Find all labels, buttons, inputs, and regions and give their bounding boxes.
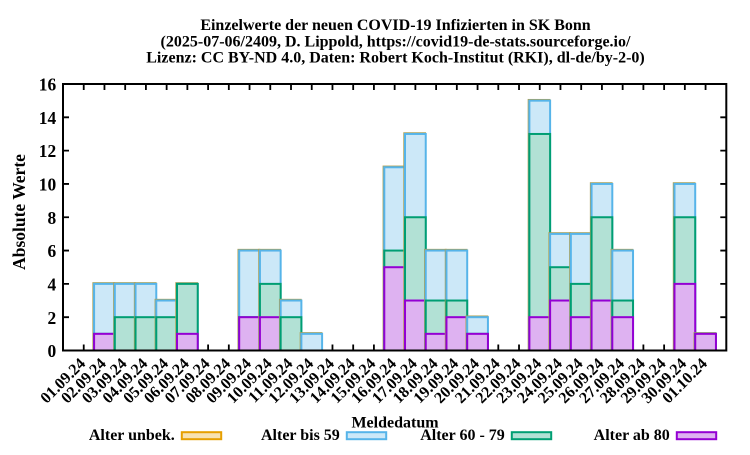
svg-text:4: 4 xyxy=(47,275,56,295)
svg-text:14: 14 xyxy=(39,108,57,128)
svg-text:Alter bis 59: Alter bis 59 xyxy=(261,427,340,444)
svg-text:12: 12 xyxy=(39,141,56,161)
svg-text:2: 2 xyxy=(47,308,56,328)
svg-text:Einzelwerte der neuen COVID-19: Einzelwerte der neuen COVID-19 Infiziert… xyxy=(200,17,590,34)
svg-text:Meldedatum: Meldedatum xyxy=(351,415,439,432)
svg-text:Alter unbek.: Alter unbek. xyxy=(89,427,175,444)
svg-text:8: 8 xyxy=(47,208,56,228)
svg-text:Absolute Werte: Absolute Werte xyxy=(9,154,29,270)
svg-text:16: 16 xyxy=(39,75,57,95)
svg-text:6: 6 xyxy=(47,241,56,261)
svg-text:Lizenz: CC BY-ND 4.0, Daten: R: Lizenz: CC BY-ND 4.0, Daten: Robert Koch… xyxy=(146,50,644,67)
svg-text:(2025-07-06/2409, D. Lippold,: (2025-07-06/2409, D. Lippold, https://co… xyxy=(161,33,631,50)
svg-text:0: 0 xyxy=(47,341,56,361)
svg-text:Alter 60 - 79: Alter 60 - 79 xyxy=(420,427,505,444)
svg-text:Alter ab 80: Alter ab 80 xyxy=(594,427,670,444)
svg-text:10: 10 xyxy=(39,175,57,195)
